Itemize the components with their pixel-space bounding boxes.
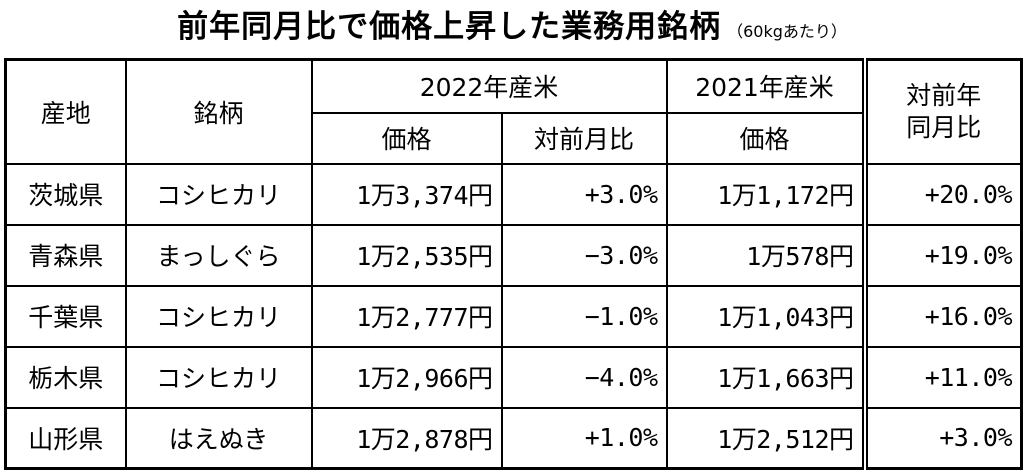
cell-yoy: +20.0% <box>863 162 1023 226</box>
header-price-2022: 価格 <box>310 111 503 165</box>
header-region: 産地 <box>4 58 127 165</box>
header-2021: 2021年産米 <box>665 58 868 114</box>
table-body: 茨城県 コシヒカリ 1万3,374円 +3.0% 1万1,172円 +20.0% 青森県 まっ… <box>4 162 1023 470</box>
table-row: 青森県 まっしぐら 1万2,535円 −3.0% 1万578円 +19.0% <box>4 223 1023 287</box>
cell-price-2022: 1万3,374円 <box>310 162 503 226</box>
title-main: 前年同月比で価格上昇した業務用銘柄 <box>177 9 722 45</box>
cell-price-2021: 1万1,043円 <box>665 284 868 348</box>
cell-brand: はえぬき <box>124 406 313 470</box>
cell-mom: −1.0% <box>500 284 668 348</box>
cell-yoy: +16.0% <box>863 284 1023 348</box>
page-title: 前年同月比で価格上昇した業務用銘柄 （60kgあたり） <box>0 4 1024 55</box>
cell-mom: −4.0% <box>500 345 668 409</box>
cell-yoy: +3.0% <box>863 406 1023 470</box>
cell-brand: まっしぐら <box>124 223 313 287</box>
cell-price-2021: 1万2,512円 <box>665 406 868 470</box>
header-mom: 対前月比 <box>500 111 668 165</box>
cell-yoy: +11.0% <box>863 345 1023 409</box>
header-2022: 2022年産米 <box>310 58 668 114</box>
cell-mom: −3.0% <box>500 223 668 287</box>
header-yoy-text: 対前年 同月比 <box>906 80 982 142</box>
cell-price-2022: 1万2,535円 <box>310 223 503 287</box>
cell-region: 茨城県 <box>4 162 127 226</box>
title-sub: （60kgあたり） <box>727 22 847 41</box>
header-row-2: 価格 対前月比 価格 <box>6 111 1022 165</box>
cell-mom: +1.0% <box>500 406 668 470</box>
header-price-2021: 価格 <box>665 111 868 165</box>
header-row-1: 産地 銘柄 2022年産米 2021年産米 対前年 同月比 <box>4 58 1023 165</box>
cell-price-2022: 1万2,966円 <box>310 345 503 409</box>
cell-price-2022: 1万2,878円 <box>310 406 503 470</box>
cell-mom: +3.0% <box>500 162 668 226</box>
price-table: 産地 銘柄 2022年産米 2021年産米 対前年 同月比 価格 対前月比 価格… <box>4 58 1023 470</box>
cell-price-2022: 1万2,777円 <box>310 284 503 348</box>
cell-region: 栃木県 <box>4 345 127 409</box>
cell-brand: コシヒカリ <box>124 284 313 348</box>
table-row: 茨城県 コシヒカリ 1万3,374円 +3.0% 1万1,172円 +20.0% <box>4 162 1023 226</box>
table-row: 山形県 はえぬき 1万2,878円 +1.0% 1万2,512円 +3.0% <box>4 406 1023 470</box>
cell-price-2021: 1万578円 <box>665 223 868 287</box>
cell-yoy: +19.0% <box>863 223 1023 287</box>
header-yoy: 対前年 同月比 <box>863 58 1023 165</box>
table-row: 千葉県 コシヒカリ 1万2,777円 −1.0% 1万1,043円 +16.0% <box>4 284 1023 348</box>
cell-price-2021: 1万1,172円 <box>665 162 868 226</box>
cell-brand: コシヒカリ <box>124 345 313 409</box>
cell-brand: コシヒカリ <box>124 162 313 226</box>
cell-region: 山形県 <box>4 406 127 470</box>
cell-price-2021: 1万1,663円 <box>665 345 868 409</box>
table-row: 栃木県 コシヒカリ 1万2,966円 −4.0% 1万1,663円 +11.0% <box>4 345 1023 409</box>
cell-region: 千葉県 <box>4 284 127 348</box>
header-brand: 銘柄 <box>124 58 313 165</box>
cell-region: 青森県 <box>4 223 127 287</box>
